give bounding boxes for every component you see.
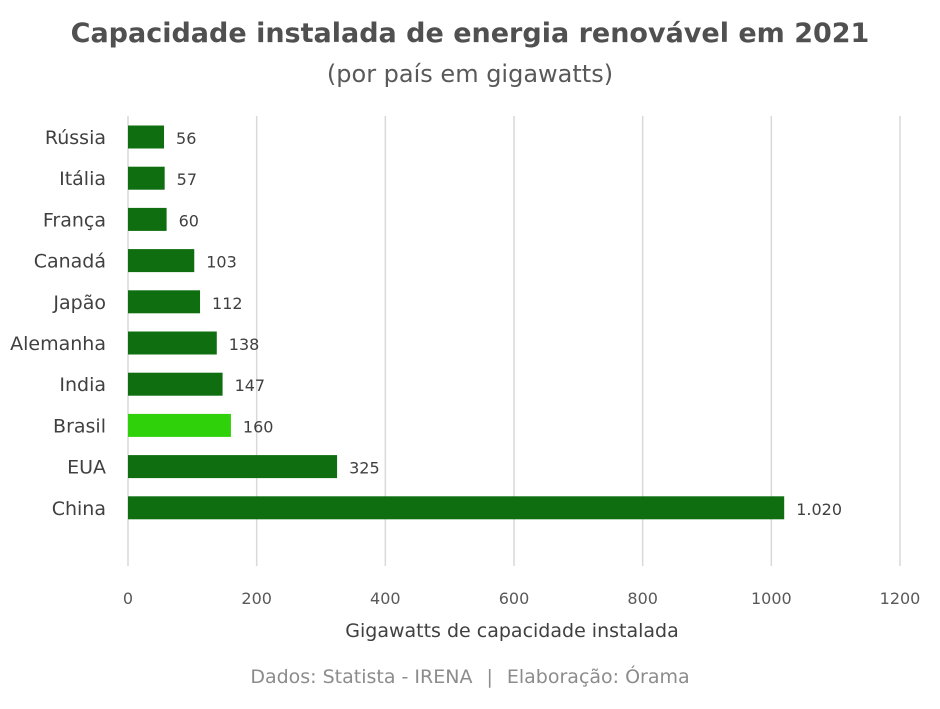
bar <box>128 166 165 190</box>
bar <box>128 331 217 355</box>
bar-value-label: 147 <box>235 376 266 395</box>
bar <box>128 249 195 273</box>
bar-value-label: 112 <box>212 294 243 313</box>
y-category-label: EUA <box>67 457 106 479</box>
bar-value-label: 57 <box>177 170 197 189</box>
y-category-label: Japão <box>52 292 106 314</box>
chart-subtitle: (por país em gigawatts) <box>326 60 614 88</box>
source-separator: | <box>486 666 493 688</box>
x-tick-label: 1200 <box>880 589 921 608</box>
bar-value-label: 103 <box>206 253 237 272</box>
chart-title: Capacidade instalada de energia renováve… <box>70 18 870 49</box>
x-tick-label: 400 <box>370 589 401 608</box>
y-category-label: França <box>43 209 106 231</box>
bar <box>128 290 201 314</box>
x-tick-label: 0 <box>123 589 133 608</box>
source-note: Dados: Statista - IRENA | Elaboração: Óram… <box>0 666 940 688</box>
bar-value-label: 160 <box>243 417 274 436</box>
x-tick-label: 1000 <box>751 589 792 608</box>
bar <box>128 372 223 396</box>
y-category-label: Alemanha <box>10 333 106 355</box>
bar-value-label: 325 <box>349 459 380 478</box>
y-category-label: Canadá <box>34 251 106 273</box>
x-axis-title: Gigawatts de capacidade instalada <box>345 620 678 642</box>
y-category-label: Rússia <box>45 127 106 149</box>
bar <box>128 413 231 437</box>
y-category-label: China <box>52 498 106 520</box>
bar-value-label: 60 <box>179 211 199 230</box>
x-tick-label: 600 <box>499 589 530 608</box>
bar <box>128 455 338 479</box>
y-category-label: India <box>59 374 106 396</box>
bar-value-label: 138 <box>229 335 260 354</box>
x-tick-label: 800 <box>627 589 658 608</box>
x-tick-label: 200 <box>241 589 272 608</box>
source-data: Dados: Statista - IRENA <box>250 666 473 688</box>
bar-value-label: 1.020 <box>796 500 842 519</box>
source-credit: Elaboração: Órama <box>506 666 690 688</box>
bar <box>128 496 785 520</box>
y-category-label: Brasil <box>53 415 106 437</box>
bar <box>128 125 165 149</box>
bar <box>128 207 167 231</box>
bar-value-label: 56 <box>176 129 196 148</box>
y-category-label: Itália <box>59 168 106 190</box>
